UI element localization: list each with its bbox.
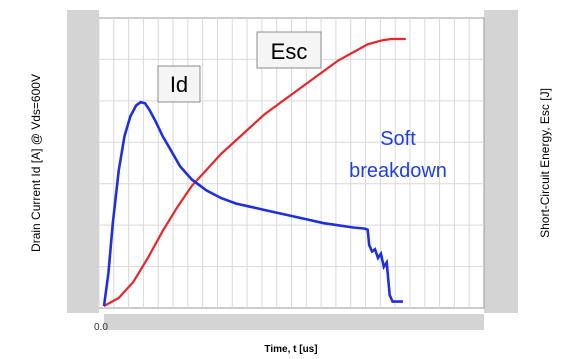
series-esc-line bbox=[103, 37, 406, 307]
left-axis-panel bbox=[67, 10, 99, 313]
right-axis-panel bbox=[484, 10, 518, 313]
id-annotation-box bbox=[157, 65, 201, 103]
x-tick-label-0: 0.0 bbox=[94, 322, 108, 333]
id-annotation-text: Id bbox=[170, 72, 188, 97]
soft-breakdown-line-2: breakdown bbox=[349, 160, 447, 182]
y-axis-left-label: Drain Current Id [A] @ Vds=600V bbox=[29, 74, 43, 252]
soft-breakdown-line-1: Soft bbox=[380, 128, 416, 150]
esc-annotation-box bbox=[256, 31, 322, 69]
bottom-axis-panel bbox=[104, 314, 484, 330]
series-id-line bbox=[102, 100, 403, 307]
esc-annotation-text: Esc bbox=[271, 39, 308, 64]
x-axis-label: Time, t [us] bbox=[264, 344, 317, 355]
y-axis-right-label: Short-Circuit Energy, Esc [J] bbox=[538, 88, 552, 238]
